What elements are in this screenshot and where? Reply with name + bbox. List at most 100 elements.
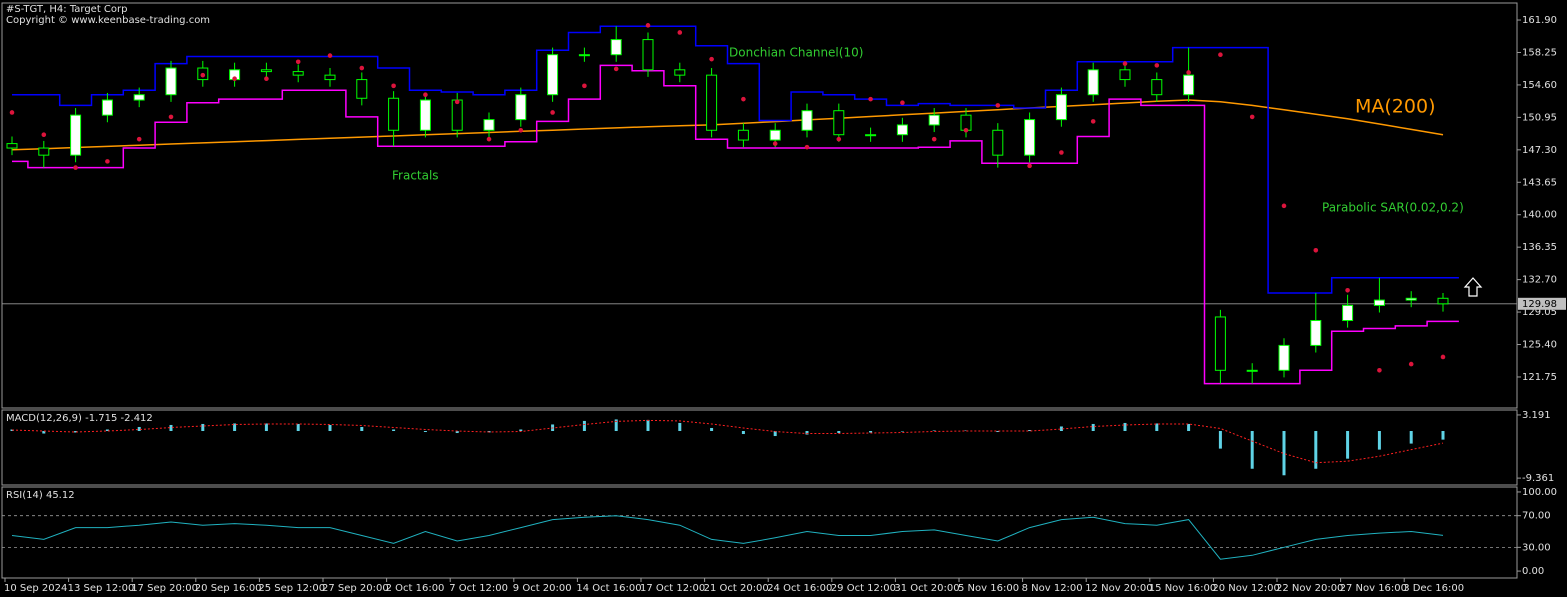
sar-dot (613, 66, 619, 72)
y-tick-label: 136.35 (1522, 242, 1557, 253)
macd-bar (900, 431, 904, 432)
candle-body (70, 114, 82, 156)
sar-dot (1377, 368, 1382, 373)
sar-dot (1408, 361, 1414, 367)
donchian-lower (12, 64, 1459, 385)
candle-body (928, 114, 940, 126)
macd-bar (869, 431, 873, 433)
x-tick-label: 20 Sep 16:00 (195, 583, 262, 594)
candle-body (865, 134, 877, 137)
candle-body (1151, 79, 1163, 96)
macd-bar (1155, 423, 1159, 432)
main-panel-frame (1, 2, 1518, 409)
candle-body (388, 97, 400, 131)
x-tick-label: 31 Oct 20:00 (894, 583, 959, 594)
y-tick-label: 0.00 (1522, 566, 1544, 577)
sar-dot (1186, 70, 1191, 75)
y-tick-label: 121.75 (1522, 372, 1557, 383)
sar-dot (136, 136, 142, 142)
x-tick-label: 10 Sep 2024 (4, 583, 67, 594)
macd-bar (837, 431, 841, 434)
macd-bar (932, 430, 936, 432)
macd-bar (1091, 423, 1095, 432)
sar-dot (1281, 203, 1287, 209)
candle-body (1437, 297, 1449, 305)
up-arrow-icon (1463, 277, 1483, 297)
rsi-panel-frame (1, 486, 1518, 579)
candle-body (260, 69, 272, 73)
x-tick-label: 13 Sep 12:00 (68, 583, 135, 594)
candle-body (1246, 369, 1258, 372)
candle-body (896, 124, 908, 136)
fractals-label: Fractals (392, 169, 439, 183)
macd-bar (710, 427, 714, 432)
x-tick-label: 3 Dec 16:00 (1403, 583, 1464, 594)
sar-dot (359, 65, 365, 71)
macd-bar (996, 431, 1000, 433)
sar-dot (804, 144, 810, 150)
y-tick-label: -9.361 (1522, 473, 1554, 484)
sar-dot (391, 83, 396, 89)
last-price-box (1518, 297, 1566, 310)
sar-dot (518, 127, 524, 133)
macd-bar (1346, 431, 1350, 459)
candle-body (578, 54, 590, 57)
candle-body (992, 129, 1004, 156)
macd-bar (1441, 431, 1445, 440)
candle-body (1405, 297, 1417, 301)
candle-body (515, 94, 527, 121)
macd-bar (1377, 431, 1381, 450)
x-tick-label: 2 Oct 16:00 (386, 583, 445, 594)
macd-bar (328, 424, 332, 432)
y-tick-label: 143.65 (1522, 177, 1557, 188)
sar-dot (1122, 61, 1128, 66)
candle-body (610, 39, 622, 56)
candle-body (451, 99, 463, 131)
candle-body (1342, 304, 1354, 322)
macd-bar (169, 424, 173, 432)
sar-dot (423, 92, 428, 98)
macd-bar (582, 420, 586, 432)
candle-body (642, 39, 654, 71)
x-tick-label: 8 Nov 12:00 (1022, 583, 1083, 594)
rsi-title: RSI(14) 45.12 (6, 490, 75, 501)
sar-dot (1345, 287, 1350, 293)
sar-dot (963, 127, 969, 133)
candle-body (547, 54, 559, 96)
macd-signal (11, 419, 1444, 464)
candle-body (1024, 119, 1036, 156)
sar-dot (836, 136, 842, 142)
x-tick-label: 17 Oct 12:00 (640, 583, 705, 594)
macd-bar (201, 423, 205, 432)
y-tick-label: 100.00 (1522, 487, 1557, 498)
macd-bar (614, 419, 618, 432)
sar-dot (900, 100, 905, 106)
macd-bar (360, 426, 364, 432)
candle-body (1373, 299, 1385, 306)
sar-dot (550, 110, 555, 115)
chart-title: #S-TGT, H4: Target Corp (6, 4, 128, 15)
candle-body (1055, 94, 1067, 121)
x-tick-label: 29 Oct 12:00 (831, 583, 896, 594)
macd-bar (805, 431, 809, 435)
sar-dot (1090, 119, 1096, 124)
sar-dot (1249, 114, 1255, 120)
sar-dot (9, 110, 15, 115)
x-tick-label: 7 Oct 12:00 (449, 583, 508, 594)
x-tick-label: 15 Nov 16:00 (1149, 583, 1216, 594)
x-tick-label: 27 Nov 16:00 (1340, 583, 1407, 594)
macd-bar (1409, 431, 1413, 444)
candle-body (1310, 320, 1322, 346)
sar-dot (995, 103, 1001, 108)
sar-dot (264, 76, 269, 82)
sar-dot (868, 96, 873, 102)
x-tick-label: 14 Oct 16:00 (576, 583, 641, 594)
sar-dot (1059, 150, 1064, 155)
macd-bar (1123, 422, 1127, 432)
macd-panel-frame (1, 409, 1518, 486)
sar-label: Parabolic SAR(0.02,0.2) (1322, 201, 1464, 215)
sar-dot (327, 53, 333, 58)
candle-body (706, 74, 718, 131)
y-tick-label: 132.70 (1522, 275, 1557, 286)
